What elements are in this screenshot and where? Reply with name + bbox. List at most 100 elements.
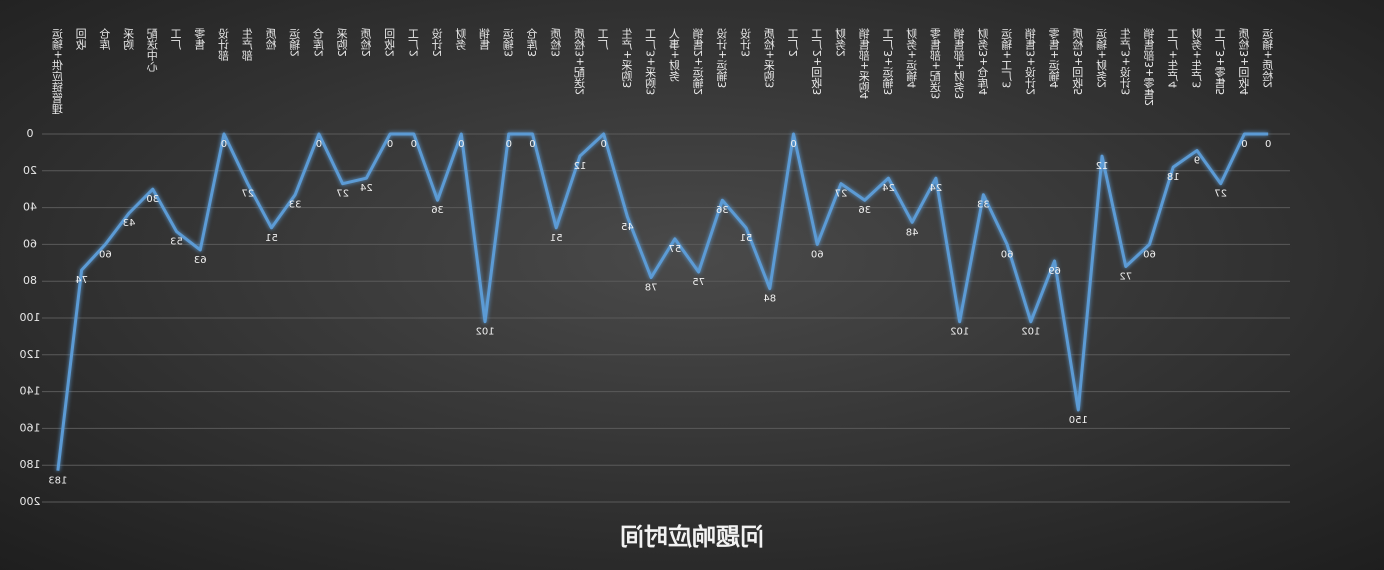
- data-label: 0: [221, 139, 227, 150]
- y-tick-label: 120: [20, 348, 41, 361]
- data-label: 60: [1001, 249, 1014, 260]
- data-label: 102: [950, 327, 969, 338]
- x-tick-label: 生产+采购3: [621, 27, 634, 89]
- data-label: 53: [170, 237, 183, 248]
- x-tick-label: 运输3: [502, 28, 515, 57]
- x-tick-label: 工厂2: [787, 28, 800, 57]
- y-tick-label: 20: [23, 164, 37, 177]
- data-label: 48: [906, 227, 919, 238]
- y-tick-label: 80: [23, 274, 37, 287]
- data-label: 33: [289, 200, 302, 211]
- data-label: 78: [645, 283, 658, 294]
- y-tick-label: 140: [20, 385, 41, 398]
- x-tick-label: 销售部3+零售2: [1143, 27, 1156, 107]
- x-tick-label: 工厂3+零售5: [1214, 28, 1227, 95]
- data-label: 60: [99, 249, 112, 260]
- data-label: 102: [475, 327, 494, 338]
- x-tick-label: 工厂2+回收3: [811, 28, 824, 95]
- y-tick-label: 180: [20, 458, 41, 471]
- data-label: 36: [858, 205, 871, 216]
- data-label: 0: [1241, 139, 1247, 150]
- data-label: 0: [1265, 139, 1271, 150]
- x-tick-label: 设计2: [431, 28, 444, 57]
- data-label: 0: [387, 139, 393, 150]
- data-label: 74: [75, 275, 88, 286]
- x-tick-label: 仓库2: [312, 27, 325, 57]
- x-tick-label: 零售部+配送3: [929, 28, 942, 100]
- data-label: 45: [621, 222, 634, 233]
- x-tick-label: 质检3+回收4: [1238, 28, 1251, 96]
- x-tick-label: 销售3+设计2: [1024, 27, 1037, 96]
- x-tick-label: 人事+财务: [668, 28, 681, 82]
- y-tick-label: 60: [23, 237, 37, 250]
- data-label: 60: [811, 249, 824, 260]
- x-tick-label: 配送中心: [146, 28, 159, 72]
- x-tick-label: 质检2: [360, 28, 373, 57]
- x-tick-label: 质检3: [550, 28, 563, 57]
- data-label: 183: [48, 476, 67, 487]
- x-tick-label: 销售2+运输2: [692, 27, 705, 96]
- x-tick-label: 质检3+配送2: [573, 28, 586, 96]
- data-label: 24: [360, 183, 373, 194]
- x-tick-label: 设计3: [740, 28, 753, 57]
- x-tick-label: 设计部: [217, 28, 230, 61]
- data-label: 72: [1119, 271, 1132, 282]
- data-label: 102: [1021, 327, 1040, 338]
- y-tick-label: 40: [23, 201, 37, 214]
- x-tick-label: 生产部: [241, 27, 254, 61]
- data-label: 36: [431, 205, 444, 216]
- data-label: 43: [123, 218, 136, 229]
- data-label: 36: [716, 205, 729, 216]
- x-tick-label: 回收2: [384, 28, 397, 57]
- x-tick-label: 财务3+仓库4: [977, 27, 990, 96]
- data-label: 0: [458, 139, 464, 150]
- x-tick-label: 工厂+生产4: [1167, 28, 1180, 88]
- x-tick-label: 财务+生产3: [1190, 27, 1203, 89]
- data-label: 0: [529, 139, 535, 150]
- data-label: 0: [316, 139, 322, 150]
- x-tick-label: 销售: [479, 27, 492, 51]
- y-tick-label: 100: [20, 311, 41, 324]
- x-tick-label: 工厂: [170, 28, 183, 50]
- x-tick-label: 工厂2: [407, 28, 420, 57]
- data-label: 24: [882, 183, 895, 194]
- data-label: 27: [1214, 189, 1227, 200]
- y-tick-label: 0: [27, 127, 34, 140]
- data-label: 150: [1069, 415, 1088, 426]
- x-tick-label: 设计+运输3: [716, 28, 729, 89]
- data-label: 27: [241, 189, 254, 200]
- data-label: 9: [1194, 156, 1200, 167]
- x-tick-label: 财务2: [834, 27, 847, 57]
- data-label: 30: [146, 194, 159, 205]
- data-label: 0: [600, 139, 606, 150]
- data-label: 51: [265, 233, 278, 244]
- x-tick-label: 财务: [455, 27, 468, 50]
- data-label: 12: [574, 161, 587, 172]
- x-tick-label: 销售部+财务3: [953, 27, 966, 100]
- x-tick-label: 运输+财务2: [1096, 28, 1109, 89]
- data-label: 27: [336, 189, 349, 200]
- x-tick-label: 仓库3: [526, 27, 539, 57]
- data-label: 57: [668, 244, 681, 255]
- data-label: 24: [930, 183, 943, 194]
- x-tick-label: 运输+工厂3: [1001, 28, 1014, 89]
- x-tick-label: 质检+采购3: [763, 28, 776, 89]
- x-tick-label: 质检: [265, 28, 278, 51]
- x-tick-label: 运输2: [289, 28, 302, 57]
- line-series: [56, 132, 1269, 471]
- data-label: 69: [1048, 266, 1061, 277]
- data-label: 12: [1096, 161, 1109, 172]
- data-label: 33: [977, 200, 990, 211]
- data-label: 84: [763, 294, 776, 305]
- data-label: 18: [1167, 172, 1180, 183]
- chart-title: 问题响应时间: [620, 523, 764, 551]
- data-label: 0: [506, 139, 512, 150]
- data-label: 27: [835, 189, 848, 200]
- data-label: 51: [550, 233, 563, 244]
- x-tick-label: 运输+供应链管理: [51, 28, 64, 115]
- x-tick-label: 销售部+采购4: [858, 27, 871, 100]
- x-tick-label: 零售+运输4: [1048, 28, 1061, 89]
- x-tick-label: 运输+质检2: [1262, 28, 1275, 89]
